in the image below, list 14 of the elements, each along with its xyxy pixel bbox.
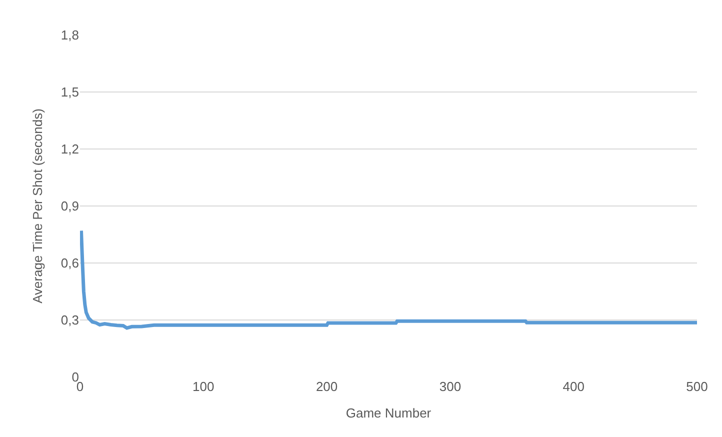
y-tick-label: 0,3 — [60, 312, 79, 328]
y-tick-label: 0,6 — [60, 256, 79, 271]
x-tick-label: 100 — [192, 379, 214, 394]
y-tick-label: 1,8 — [60, 28, 79, 43]
x-tick-label: 200 — [316, 379, 338, 394]
line-series — [80, 228, 697, 330]
y-tick-label: 1,2 — [60, 142, 79, 157]
y-tick-label: 0,9 — [60, 198, 79, 214]
x-tick-label: 400 — [562, 379, 584, 394]
x-tick-label: 500 — [686, 379, 708, 394]
y-tick-label: 1,5 — [60, 84, 79, 100]
x-tick-label: 300 — [439, 379, 462, 394]
y-axis-title: Average Time Per Shot (seconds) — [30, 108, 45, 304]
x-axis-title: Game Number — [346, 406, 432, 421]
